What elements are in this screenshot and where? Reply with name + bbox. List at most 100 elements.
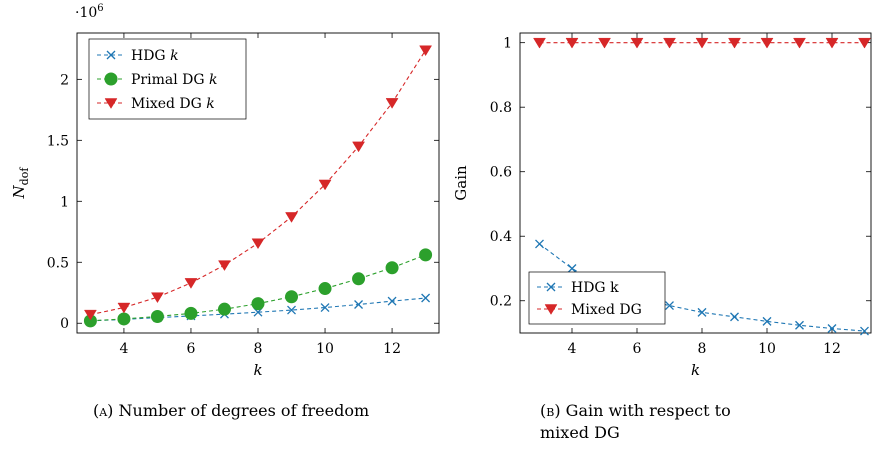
data-point — [387, 296, 397, 306]
y-tick-label: 1.5 — [47, 133, 69, 149]
data-point — [419, 45, 433, 57]
data-point — [352, 141, 365, 153]
data-point — [385, 261, 399, 275]
x-tick-label: 8 — [254, 341, 263, 357]
data-point — [285, 212, 298, 223]
legend-marker — [104, 72, 118, 86]
x-tick-label: 10 — [758, 341, 776, 357]
data-point — [598, 37, 611, 49]
legend-entry-text: HDG k — [571, 280, 619, 296]
legend-marker — [546, 282, 556, 292]
legend-entry-label: HDG k — [131, 48, 179, 64]
x-tick-label: 4 — [119, 341, 128, 357]
data-point — [117, 312, 131, 326]
data-point — [533, 37, 546, 49]
data-point — [860, 326, 869, 336]
y-tick-label: 2 — [60, 72, 69, 88]
data-point — [385, 98, 399, 109]
data-point — [565, 37, 579, 49]
data-point — [827, 324, 837, 333]
y-tick-label: 1 — [60, 194, 69, 210]
data-point — [760, 37, 774, 49]
data-point — [421, 293, 431, 303]
y-scale-base: ·10 — [75, 5, 97, 21]
legend-entry-text: Mixed DG — [571, 302, 642, 318]
y-tick-label: 0.5 — [47, 255, 69, 271]
y-scale-label: ·106 — [75, 3, 104, 21]
legend-entry-label: HDG k — [571, 280, 619, 296]
x-tick-label: 4 — [568, 341, 577, 357]
y-tick-label: 1 — [503, 36, 512, 52]
legend-entry-text: HDG — [131, 48, 170, 64]
data-point — [83, 309, 97, 321]
legend-entry-italic: k — [206, 96, 214, 112]
data-point — [762, 316, 772, 326]
data-point — [287, 305, 296, 315]
legend-marker — [104, 98, 118, 109]
x-axis-label: k — [691, 361, 700, 379]
data-point — [795, 320, 804, 330]
y-scale-exponent: 6 — [97, 3, 103, 14]
legend-entry-italic: k — [170, 48, 178, 64]
x-axis-label: k — [253, 361, 262, 379]
data-point — [352, 272, 366, 286]
data-point — [665, 301, 674, 311]
x-tick-label: 8 — [698, 341, 707, 357]
data-point — [150, 310, 164, 324]
data-point — [567, 264, 577, 273]
legend-entry-text: Mixed DG — [131, 96, 206, 112]
legend-box — [528, 271, 666, 325]
axes-frame — [519, 32, 872, 334]
x-tick-label: 6 — [633, 341, 642, 357]
series-2 — [83, 45, 433, 321]
data-point — [117, 302, 131, 314]
data-point — [663, 37, 676, 49]
data-point — [318, 179, 332, 191]
legend-entry-text: Primal DG — [131, 72, 209, 88]
data-point — [730, 312, 739, 322]
data-point — [218, 260, 231, 271]
legend-entry-label: Mixed DG — [571, 302, 642, 318]
y-tick-label: 0.4 — [490, 229, 512, 245]
series-1 — [83, 248, 433, 328]
caption-a-text: Number of degrees of freedom — [118, 401, 370, 420]
data-point — [184, 306, 198, 320]
legend-marker — [544, 304, 558, 315]
caption-a: (a) Number of degrees of freedom — [93, 400, 369, 422]
data-point — [535, 239, 544, 249]
data-point — [825, 37, 839, 49]
y-axis-label-sub: dof — [18, 167, 31, 186]
data-point — [728, 37, 741, 49]
panel-b-gain-chart: 4 6 8 10 12 0.2 0.4 0.6 0.8 1 k Gain HDG k Mixed DG — [452, 32, 872, 379]
data-point — [318, 282, 332, 296]
data-point — [697, 307, 707, 317]
caption-a-tag: (a) — [93, 401, 114, 420]
y-axis-label: Ndof — [10, 167, 31, 200]
legend: HDG k Mixed DG — [528, 271, 666, 325]
x-tick-label: 6 — [187, 341, 196, 357]
x-tick-label: 10 — [316, 341, 334, 357]
x-tick-label: 12 — [823, 341, 841, 357]
legend-entry-label: Mixed DG k — [131, 96, 215, 112]
series-1 — [533, 37, 871, 49]
y-tick-label: 0.8 — [490, 100, 512, 116]
data-point — [354, 300, 364, 309]
y-tick-label: 0 — [60, 316, 69, 332]
legend-entry-italic: k — [209, 72, 217, 88]
caption-b-line1: Gain with respect to — [565, 401, 731, 420]
caption-b: (b) Gain with respect to mixed DG — [540, 400, 731, 444]
data-point — [151, 292, 164, 304]
legend-marker — [106, 50, 116, 60]
caption-b-tag: (b) — [540, 401, 561, 420]
data-point — [858, 37, 871, 49]
legend-entry-label: Primal DG k — [131, 72, 217, 88]
data-point — [285, 290, 299, 304]
data-point — [320, 303, 330, 312]
data-point — [630, 37, 644, 49]
series-line — [90, 254, 426, 322]
y-tick-label: 0.2 — [490, 294, 512, 310]
data-point — [251, 238, 265, 250]
